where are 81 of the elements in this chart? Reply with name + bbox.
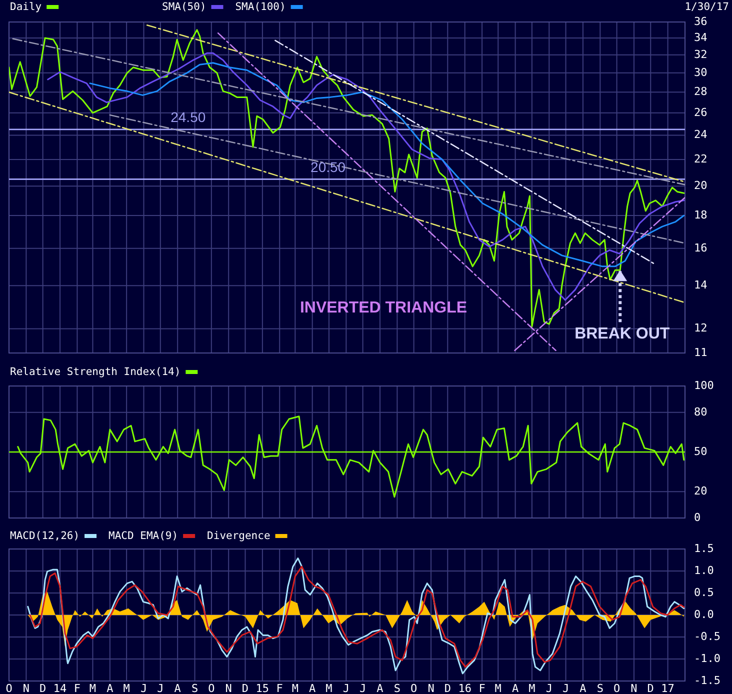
- x-tick-label: M: [89, 682, 96, 694]
- annotation: INVERTED TRIANGLE: [300, 300, 468, 317]
- y-tick-label: 0.0: [694, 608, 714, 622]
- x-tick-label: J: [562, 682, 570, 694]
- line-series: [47, 52, 685, 301]
- x-tick-label: M: [123, 682, 130, 694]
- x-tick-label: F: [276, 682, 283, 694]
- y-tick-label: 16: [694, 241, 708, 254]
- x-tick-label: J: [157, 682, 164, 694]
- x-tick-label: D: [242, 682, 249, 694]
- y-tick-label: 26: [694, 106, 708, 119]
- y-tick-label: 20: [694, 484, 708, 498]
- y-tick-label: 32: [694, 48, 708, 61]
- x-tick-label: O: [410, 682, 418, 694]
- x-tick-label: J: [140, 682, 148, 694]
- x-tick-label: J: [342, 682, 350, 694]
- x-tick-label: D: [40, 682, 46, 694]
- x-tick-label: O: [6, 682, 12, 694]
- x-tick-label: A: [106, 682, 114, 694]
- y-tick-label: 1.5: [694, 542, 714, 556]
- y-tick-label: 11: [694, 346, 708, 360]
- x-tick-label: J: [546, 682, 552, 694]
- y-tick-label: 50: [694, 445, 708, 458]
- y-tick-label: -1.0: [694, 652, 720, 666]
- line-series: [9, 29, 685, 328]
- x-tick-label: N: [630, 682, 638, 694]
- y-tick-label: 100: [694, 379, 714, 392]
- y-tick-label: 28: [694, 85, 708, 98]
- text: 1/30/17: [684, 1, 729, 13]
- x-tick-label: M: [326, 682, 333, 694]
- y-tick-label: 0: [694, 511, 701, 524]
- legend-label: Divergence: [207, 530, 270, 542]
- x-tick-label: A: [580, 682, 587, 694]
- y-tick-label: 0.5: [694, 586, 714, 600]
- y-tick-label: 24: [694, 128, 708, 142]
- y-tick-label: 1.0: [694, 564, 714, 578]
- x-tick-label: A: [376, 682, 384, 694]
- line-series: [89, 62, 685, 268]
- x-tick-label: 17: [661, 682, 674, 694]
- x-tick-label: A: [174, 682, 182, 694]
- x-tick-label: M: [528, 682, 536, 694]
- x-tick-label: 16: [458, 682, 472, 694]
- ref-line-label: 20.50: [310, 158, 346, 175]
- y-tick-label: 34: [694, 30, 708, 44]
- y-tick-label: 20: [694, 179, 708, 192]
- x-tick-label: S: [596, 682, 604, 694]
- legend-label: SMA(50): [162, 1, 206, 13]
- x-tick-label: N: [225, 682, 232, 694]
- y-tick-label: 30: [694, 66, 708, 79]
- legend-label: MACD EMA(9): [108, 530, 178, 542]
- y-tick-label: 36: [694, 15, 708, 28]
- y-tick-label: 12: [694, 322, 708, 335]
- annotation: BREAK OUT: [574, 325, 670, 342]
- y-tick-label: -1.5: [694, 674, 720, 688]
- x-tick-label: 14: [53, 682, 68, 694]
- x-tick-label: 15: [256, 682, 270, 694]
- x-tick-label: J: [359, 682, 366, 694]
- x-tick-label: F: [74, 682, 81, 694]
- legend-label: Daily: [10, 1, 42, 13]
- legend-label: Relative Strength Index(14): [10, 366, 181, 378]
- y-tick-label: 80: [694, 405, 708, 418]
- x-tick-label: N: [22, 682, 30, 694]
- legend-label: MACD(12,26): [10, 530, 80, 542]
- x-tick-label: D: [444, 682, 451, 694]
- x-tick-label: S: [191, 682, 198, 694]
- y-tick-label: 18: [694, 208, 708, 222]
- y-tick-label: 14: [694, 278, 708, 292]
- x-tick-label: S: [394, 682, 400, 694]
- x-tick-label: M: [494, 682, 502, 694]
- x-tick-label: A: [512, 682, 519, 694]
- x-tick-label: O: [208, 682, 215, 694]
- x-tick-label: N: [428, 682, 434, 694]
- x-tick-label: M: [292, 682, 299, 694]
- y-tick-label: 22: [694, 152, 708, 166]
- y-tick-label: -0.5: [694, 630, 720, 644]
- x-tick-label: F: [478, 682, 486, 694]
- x-tick-label: O: [613, 682, 620, 694]
- ref-line-label: 24.50: [170, 109, 206, 126]
- x-tick-label: D: [647, 682, 654, 694]
- x-tick-label: A: [309, 682, 316, 694]
- legend-label: SMA(100): [235, 1, 286, 13]
